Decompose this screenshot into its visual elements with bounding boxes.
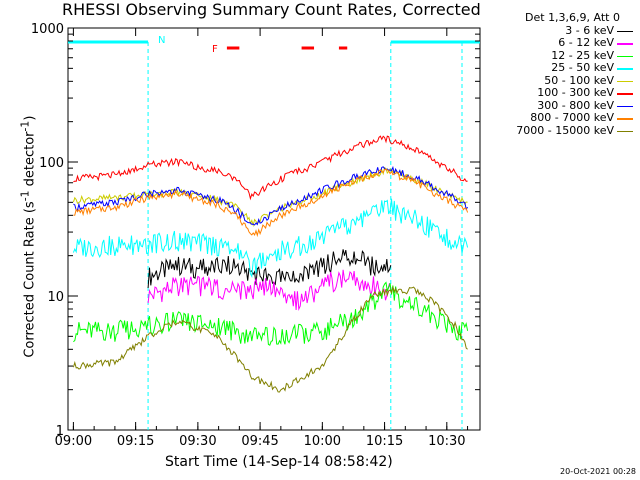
legend-item: 3 - 6 keV xyxy=(486,23,636,38)
legend-item-label: 6 - 12 keV xyxy=(558,36,614,49)
legend-item-label: 800 - 7000 keV xyxy=(530,111,614,124)
chart-title: RHESSI Observing Summary Count Rates, Co… xyxy=(62,0,481,19)
legend-item: 12 - 25 keV xyxy=(486,48,636,63)
x-tick-label: 09:00 xyxy=(55,434,92,449)
legend-item-label: 3 - 6 keV xyxy=(565,23,614,37)
legend-item-label: 300 - 800 keV xyxy=(537,98,614,112)
x-tick-label: 09:30 xyxy=(179,434,216,449)
legend-swatch xyxy=(617,68,633,70)
legend-swatch xyxy=(617,105,633,108)
legend-item-label: 12 - 25 keV xyxy=(551,48,614,62)
y-axis-label: Corrected Count Rate (s-1 detector-1) xyxy=(18,115,38,358)
series-line xyxy=(73,281,469,346)
y-tick-label: 100 xyxy=(39,156,64,171)
x-tick-label: 10:15 xyxy=(366,434,403,449)
night-flag-label: N xyxy=(158,35,165,46)
y-tick-label: 1000 xyxy=(31,22,64,37)
x-tick-label: 10:00 xyxy=(304,434,341,449)
flare-flag-label: F xyxy=(212,44,218,55)
series-line xyxy=(73,165,469,226)
legend-item: 100 - 300 keV xyxy=(486,86,636,100)
y-tick-label: 10 xyxy=(47,290,64,305)
x-tick-label: 09:15 xyxy=(117,434,154,449)
legend-item-label: 100 - 300 keV xyxy=(537,86,614,99)
series-line xyxy=(73,135,468,201)
x-tick-label: 09:45 xyxy=(241,434,278,449)
legend-swatch xyxy=(617,130,633,133)
legend-item-label: 25 - 50 keV xyxy=(551,61,614,74)
series-line xyxy=(73,169,469,238)
y-tick-label: 1 xyxy=(56,424,64,439)
y-axis-ticks: 1 10 100 1000 xyxy=(31,22,480,439)
legend-swatch xyxy=(617,118,633,120)
legend-items: 3 - 6 keV 6 - 12 keV 12 - 25 keV 25 - 50 ke… xyxy=(486,23,636,138)
x-axis-label: Start Time (14-Sep-14 08:58:42) xyxy=(165,454,393,470)
legend-item: 7000 - 15000 keV xyxy=(486,123,636,138)
legend-item-label: 7000 - 15000 keV xyxy=(516,123,614,137)
legend: Det 1,3,6,9, Att 0 3 - 6 keV 6 - 12 keV 12… xyxy=(486,11,636,138)
legend-swatch xyxy=(617,93,633,95)
series-line xyxy=(147,269,392,312)
legend-item: 25 - 50 keV xyxy=(486,61,636,75)
legend-swatch xyxy=(617,80,633,83)
legend-swatch xyxy=(617,55,633,58)
flag-bars xyxy=(68,40,480,430)
x-axis-ticks: 09:00 09:15 09:30 09:45 10:00 10:15 10:30 xyxy=(55,28,469,449)
legend-item: 300 - 800 keV xyxy=(486,98,636,113)
timestamp: 20-Oct-2021 00:28 xyxy=(560,467,636,476)
plot-frame xyxy=(67,27,481,431)
legend-swatch xyxy=(617,43,633,45)
series-line xyxy=(147,249,392,289)
x-tick-label: 10:30 xyxy=(428,434,465,449)
series-line xyxy=(72,198,469,279)
series-lines xyxy=(72,135,469,393)
legend-item-label: 50 - 100 keV xyxy=(544,73,614,87)
legend-item: 800 - 7000 keV xyxy=(486,111,636,125)
legend-item: 50 - 100 keV xyxy=(486,73,636,88)
legend-heading: Det 1,3,6,9, Att 0 xyxy=(525,11,620,24)
legend-swatch xyxy=(617,30,633,33)
legend-item: 6 - 12 keV xyxy=(486,36,636,50)
series-line xyxy=(72,285,468,393)
